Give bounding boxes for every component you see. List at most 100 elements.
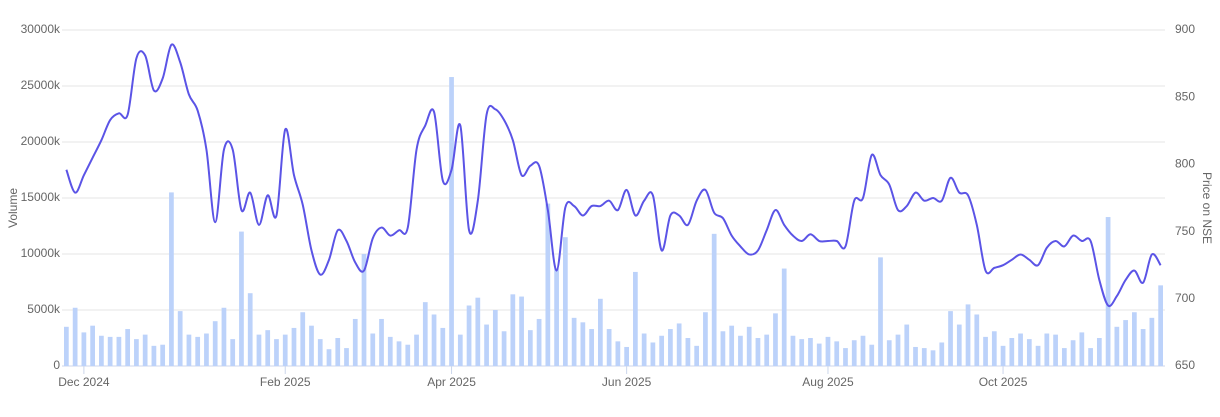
volume-bar (1035, 345, 1041, 366)
volume-bar (1123, 320, 1128, 366)
volume-bar (1053, 334, 1058, 366)
volume-bar (562, 237, 568, 366)
volume-bar (974, 314, 980, 366)
volume-bar (790, 335, 796, 366)
volume-bar (1070, 340, 1076, 366)
volume-bar (256, 334, 262, 366)
x-tick-label: Feb 2025 (260, 375, 311, 389)
volume-bar (204, 333, 209, 366)
volume-bar (580, 322, 586, 366)
volume-bar (668, 329, 673, 366)
volume-bar (764, 334, 770, 366)
volume-bar (983, 336, 988, 366)
volume-bar (492, 310, 498, 366)
volume-bar (151, 345, 157, 366)
volume-bar (536, 318, 542, 366)
volume-bar (641, 333, 647, 366)
volume-bar (554, 268, 559, 366)
volume-bar (1096, 338, 1102, 366)
volume-bar (1079, 332, 1085, 366)
volume-bar (1158, 285, 1163, 366)
volume-bar (755, 338, 761, 366)
volume-bar (344, 348, 349, 366)
volume-bar (230, 339, 236, 366)
volume-bar (81, 332, 87, 366)
y2-tick-label: 750 (1175, 224, 1195, 238)
volume-bar (72, 307, 78, 366)
volume-bar (729, 325, 735, 366)
volume-bar (519, 296, 524, 366)
volume-bar (921, 348, 927, 366)
volume-bar (965, 304, 971, 366)
volume-bar (405, 344, 411, 366)
volume-bar (746, 326, 752, 366)
y-tick-label: 0 (53, 358, 60, 372)
y-axis-title: Volume (6, 188, 20, 228)
volume-bar (422, 302, 428, 366)
volume-bar (1088, 348, 1093, 366)
volume-bar (361, 254, 367, 366)
volume-bar (1114, 326, 1120, 366)
x-tick-label: Aug 2025 (802, 375, 854, 389)
volume-bar (545, 203, 551, 366)
volume-bar (291, 327, 297, 366)
volume-bar (799, 339, 805, 366)
volume-bar (352, 318, 358, 366)
y-tick-label: 10000k (21, 246, 61, 260)
volume-bar (738, 335, 743, 366)
volume-bar (431, 314, 437, 366)
volume-bar (282, 334, 288, 366)
volume-bar (379, 318, 384, 366)
volume-bar (1061, 348, 1067, 366)
volume-bar (370, 333, 376, 366)
volume-bar (659, 335, 665, 366)
volume-bar (781, 268, 787, 366)
volume-bar (186, 334, 192, 366)
volume-bar (694, 345, 700, 366)
volume-bar (1149, 317, 1155, 366)
volume-bar (589, 329, 594, 366)
volume-bar (457, 334, 463, 366)
volume-bar (317, 339, 323, 366)
y2-tick-label: 700 (1175, 291, 1195, 305)
volume-bar (615, 341, 621, 366)
volume-bar (1026, 339, 1032, 366)
volume-bar (99, 335, 104, 366)
volume-bar (116, 336, 122, 366)
volume-bar (160, 344, 166, 366)
volume-bar (466, 305, 472, 366)
volume-bar (895, 334, 901, 366)
volume-bar (142, 334, 148, 366)
volume-bar (606, 329, 612, 366)
volume-bar (475, 297, 481, 366)
volume-bar (685, 338, 691, 366)
y2-tick-label: 800 (1175, 157, 1195, 171)
volume-bar (869, 344, 875, 366)
x-tick-label: Dec 2024 (58, 375, 110, 389)
volume-bar (440, 327, 446, 366)
volume-bar (598, 298, 603, 366)
volume-bar (221, 307, 227, 366)
y-tick-label: 5000k (27, 302, 61, 316)
volume-bar (676, 323, 682, 366)
y-tick-label: 20000k (21, 134, 61, 148)
y2-tick-label: 900 (1175, 22, 1195, 36)
volume-bar (1131, 312, 1137, 366)
volume-bar (913, 346, 918, 366)
volume-bar (633, 271, 638, 366)
y-tick-label: 30000k (21, 22, 61, 36)
volume-bar (956, 324, 962, 366)
x-tick-label: Jun 2025 (602, 375, 652, 389)
volume-bar (939, 342, 945, 366)
volume-bar (107, 336, 113, 366)
volume-bar (816, 343, 822, 366)
volume-bar (808, 338, 813, 366)
volume-bar (851, 340, 857, 366)
volume-bar (484, 324, 489, 366)
y-tick-label: 25000k (21, 78, 61, 92)
volume-bar (510, 294, 516, 366)
volume-bar (571, 317, 577, 366)
volume-bar (624, 346, 629, 366)
volume-bar (1018, 333, 1023, 366)
volume-bar (991, 331, 997, 366)
